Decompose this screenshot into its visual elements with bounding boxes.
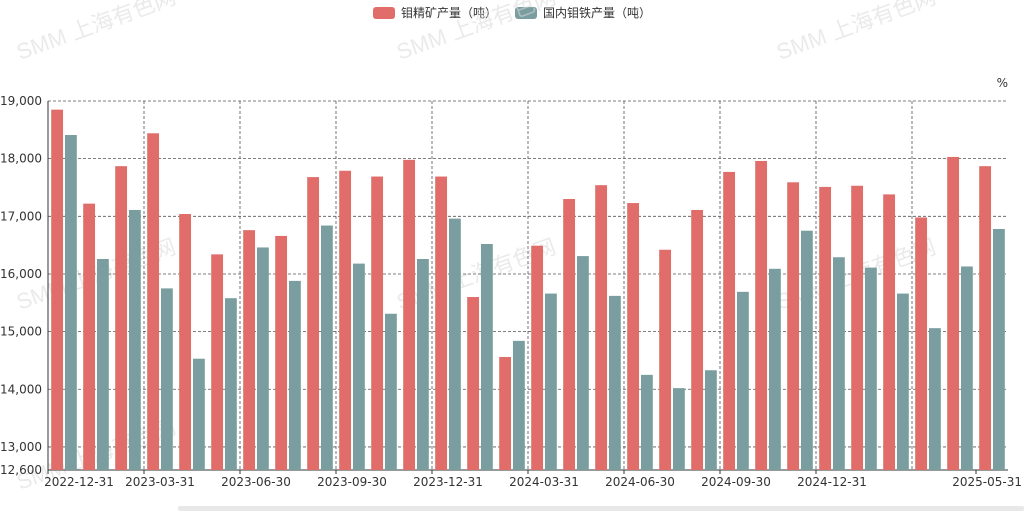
bar-series1 [723, 171, 736, 471]
bar-series2 [96, 258, 109, 470]
x-tick-label: 2024-03-31 [509, 475, 579, 489]
bar-series1 [147, 133, 160, 470]
bar-series2 [128, 209, 141, 470]
bar-series2 [160, 288, 173, 470]
bar-series1 [819, 186, 832, 470]
bar-series1 [243, 230, 256, 470]
x-tick-label: 2023-03-31 [125, 475, 195, 489]
legend-label-series2: 国内钼铁产量（吨） [543, 6, 652, 20]
bar-series1 [627, 203, 640, 470]
bar-series1 [83, 203, 96, 471]
y-tick-label: 15,000 [0, 325, 42, 339]
bar-series1 [211, 254, 224, 470]
bar-series2 [352, 263, 365, 470]
watermark-text: SMM 上海有色网 [13, 0, 179, 65]
bar-series2 [672, 388, 685, 470]
legend-item-series2[interactable]: 国内钼铁产量（吨） [515, 4, 651, 21]
bar-series2 [960, 266, 973, 470]
x-tick-label: 2024-09-30 [701, 475, 771, 489]
bar-series1 [947, 156, 960, 470]
bar-series1 [339, 170, 352, 470]
watermark-text: SMM 上海有色网 [393, 0, 559, 65]
y-tick-label: 18,000 [0, 152, 42, 166]
bar-series1 [467, 297, 480, 470]
bar-series1 [563, 199, 576, 470]
bar-series2 [480, 243, 493, 470]
bar-series1 [595, 185, 608, 470]
bar-series1 [979, 166, 992, 471]
horizontal-scrollbar[interactable] [178, 506, 1024, 511]
bar-series2 [928, 328, 941, 470]
x-tick-label: 2024-12-31 [797, 475, 867, 489]
bar-series1 [371, 176, 384, 470]
legend-label-series1: 钼精矿产量（吨） [400, 6, 497, 20]
legend-item-series1[interactable]: 钼精矿产量（吨） [372, 4, 497, 21]
bar-series2 [640, 374, 653, 470]
bar-series2 [704, 370, 717, 470]
y-tick-label: 17,000 [0, 209, 42, 223]
bar-series2 [736, 291, 749, 470]
bar-series2 [448, 218, 461, 470]
y-tick-label: 16,000 [0, 267, 42, 281]
bar-series2 [192, 358, 205, 470]
bar-series1 [755, 160, 768, 470]
bar-series2 [800, 230, 813, 470]
bar-series2 [608, 295, 621, 470]
legend-swatch-series2 [515, 6, 537, 19]
bar-series1 [307, 177, 320, 470]
bar-series2 [864, 267, 877, 470]
bar-series2 [384, 313, 397, 470]
bar-series1 [787, 182, 800, 470]
bar-series2 [832, 257, 845, 470]
x-tick-label: 2025-05-31 [952, 475, 1022, 489]
bar-series2 [288, 280, 301, 470]
x-tick-label: 2023-09-30 [317, 475, 387, 489]
bar-series1 [179, 214, 192, 470]
bar-series2 [576, 256, 589, 470]
bar-series1 [691, 209, 704, 470]
x-tick-label: 2023-12-31 [413, 475, 483, 489]
bar-series1 [659, 249, 672, 470]
bar-series2 [992, 228, 1005, 470]
bar-series2 [544, 293, 557, 470]
bar-series1 [403, 159, 416, 470]
bar-series1 [915, 217, 928, 470]
x-tick-label: 2023-06-30 [221, 475, 291, 489]
bar-series1 [883, 194, 896, 470]
watermark-text: SMM 上海有色网 [773, 0, 939, 65]
legend-swatch-series1 [372, 6, 395, 19]
bar-series1 [435, 176, 448, 470]
bar-series2 [416, 258, 429, 470]
y-tick-label: 12,600 [0, 463, 42, 477]
bar-series2 [320, 225, 333, 470]
bar-series1 [499, 356, 512, 470]
bar-series1 [51, 109, 64, 470]
bar-series2 [512, 340, 525, 470]
x-tick-label: 2024-06-30 [605, 475, 675, 489]
y-tick-label: 19,000 [0, 94, 42, 108]
y-tick-label: 13,000 [0, 440, 42, 454]
bar-series1 [115, 166, 128, 471]
bar-series1 [851, 185, 864, 470]
x-tick-label: 2022-12-31 [44, 475, 114, 489]
unit-label: % [996, 76, 1008, 90]
bar-series2 [768, 268, 781, 470]
y-tick-label: 14,000 [0, 382, 42, 396]
bar-series1 [531, 245, 544, 470]
bar-series2 [256, 247, 269, 470]
bar-series2 [896, 293, 909, 470]
bar-series2 [224, 298, 237, 470]
bar-series1 [275, 235, 288, 470]
bar-series2 [64, 135, 77, 470]
legend: 钼精矿产量（吨） 国内钼铁产量（吨） [0, 4, 1024, 21]
